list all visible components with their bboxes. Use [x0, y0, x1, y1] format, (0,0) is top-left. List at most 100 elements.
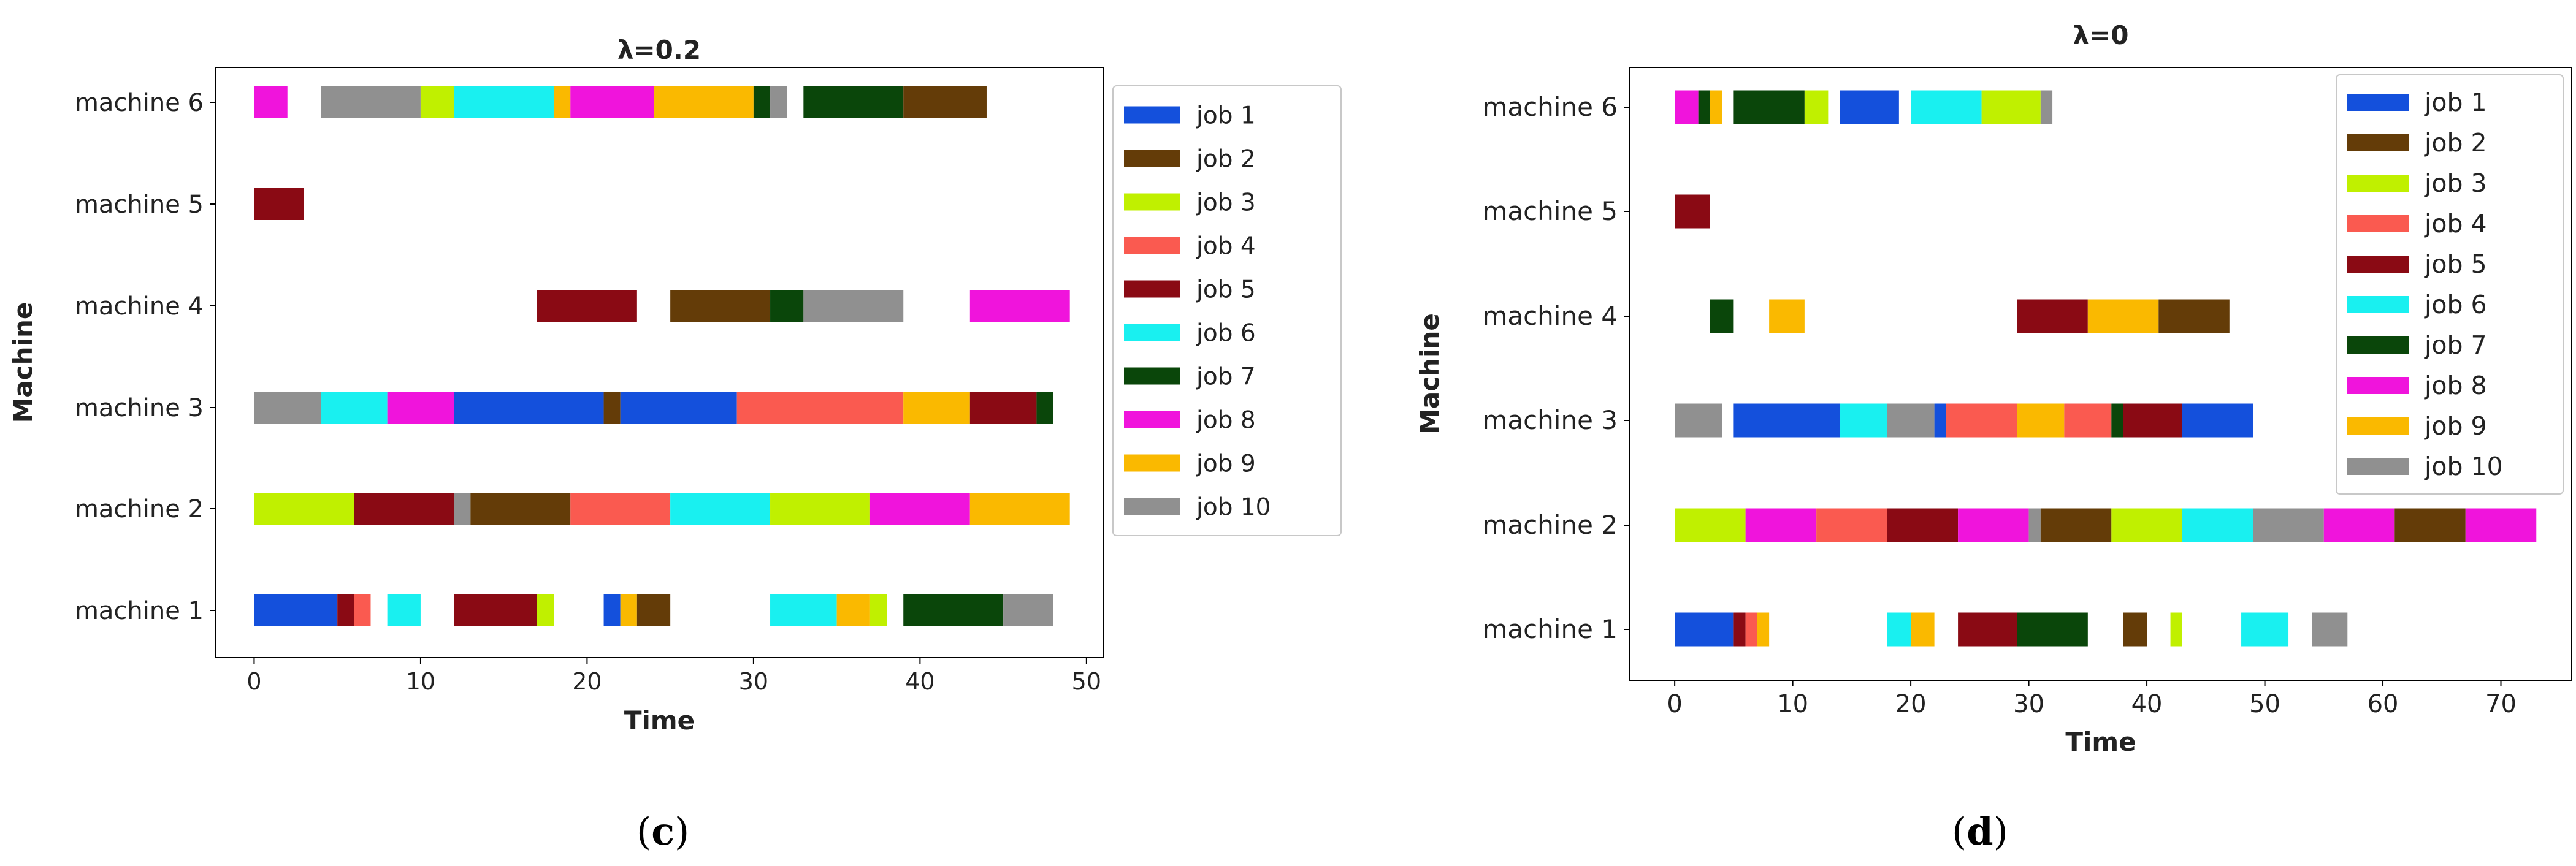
bar-machine4-job9: [1769, 299, 1805, 333]
bar-machine5-job5: [1675, 194, 1710, 229]
x-tick-label: 0: [247, 668, 261, 695]
bar-machine5-job5: [254, 188, 304, 220]
bar-machine1-job3: [869, 594, 887, 626]
caption-d-letter: d: [1966, 809, 1993, 854]
bar-machine2-job6: [2182, 508, 2253, 542]
y-tick-label-machine-5: machine 5: [75, 191, 204, 219]
x-tick-label: 10: [1777, 690, 1808, 718]
bar-machine2-job8: [1958, 508, 2029, 542]
x-tick-label: 30: [739, 668, 768, 695]
y-tick-label-machine-4: machine 4: [1482, 301, 1618, 331]
bar-machine6-job8: [254, 86, 288, 118]
x-axis-label: Time: [624, 705, 695, 735]
bar-machine1-job10: [2312, 612, 2348, 647]
legend-label-job6: job 6: [2424, 290, 2487, 319]
bar-machine3-job1: [454, 392, 604, 424]
bar-machine6-job7: [1698, 90, 1710, 124]
bar-machine3-job7: [2111, 403, 2123, 438]
bar-machine4-job2: [670, 290, 771, 322]
bar-machine2-job8: [2465, 508, 2537, 542]
bar-machine6-job10: [321, 86, 421, 118]
bar-machine2-job10: [454, 493, 471, 525]
bar-machine6-job7: [803, 86, 904, 118]
x-tick-label: 20: [572, 668, 602, 695]
bar-machine6-job1: [1840, 90, 1899, 124]
legend-label-job7: job 7: [2424, 330, 2487, 360]
legend-label-job2: job 2: [1196, 146, 1256, 173]
caption-d-open: (: [1952, 809, 1967, 854]
legend-swatch-job9: [1124, 454, 1180, 472]
x-tick-label: 50: [1072, 668, 1101, 695]
bar-machine2-job10: [2253, 508, 2324, 542]
bar-machine6-job3: [1981, 90, 2041, 124]
bar-machine1-job2: [636, 594, 671, 626]
bar-machine6-job9: [554, 86, 571, 118]
bar-machine3-job6: [321, 392, 388, 424]
bar-machine2-job10: [2028, 508, 2041, 542]
bar-machine3-job10: [254, 392, 321, 424]
bar-machine3-job1: [1733, 403, 1840, 438]
bar-machine3-job4: [736, 392, 904, 424]
bar-machine1-job5: [454, 594, 537, 626]
bar-machine1-job1: [254, 594, 338, 626]
bar-machine4-job5: [537, 290, 637, 322]
x-tick-label: 10: [406, 668, 435, 695]
legend-swatch-job3: [1124, 193, 1180, 211]
bar-machine3-job9: [2017, 403, 2065, 438]
bar-machine1-job1: [1675, 612, 1734, 647]
legend-label-job9: job 9: [2424, 411, 2487, 441]
bar-machine2-job3: [254, 493, 354, 525]
legend-label-job8: job 8: [1196, 407, 1256, 435]
legend-swatch-job6: [1124, 324, 1180, 341]
bar-machine1-job1: [603, 594, 621, 626]
bar-machine3-job2: [603, 392, 621, 424]
legend-label-job8: job 8: [2424, 371, 2487, 400]
bar-machine3-job9: [903, 392, 970, 424]
caption-c-letter: c: [651, 809, 675, 854]
y-tick-label-machine-4: machine 4: [75, 292, 204, 321]
bar-machine2-job2: [2040, 508, 2112, 542]
legend-swatch-job5: [1124, 280, 1180, 298]
bar-machine3-job1: [2182, 403, 2253, 438]
legend-label-job3: job 3: [2424, 169, 2487, 198]
legend-swatch-job1: [2347, 94, 2409, 111]
legend-swatch-job2: [2347, 134, 2409, 151]
bar-machine3-job5: [2135, 403, 2182, 438]
legend-swatch-job1: [1124, 106, 1180, 124]
bar-machine1-job3: [537, 594, 554, 626]
legend-swatch-job7: [1124, 367, 1180, 385]
y-tick-label-machine-3: machine 3: [1482, 405, 1618, 435]
caption-c: (c): [636, 809, 689, 854]
bar-machine1-job7: [2017, 612, 2088, 647]
plot-frame: [1629, 67, 2572, 681]
x-tick-label: 70: [2485, 690, 2517, 718]
legend-label-job4: job 4: [1196, 233, 1256, 260]
x-tick-label: 40: [2131, 690, 2163, 718]
y-axis-label: Machine: [1415, 313, 1445, 435]
plot-frame: [215, 67, 1104, 658]
y-tick-label-machine-2: machine 2: [75, 495, 204, 523]
bar-machine3-job5: [969, 392, 1037, 424]
bar-machine3-job10: [1887, 403, 1935, 438]
legend-swatch-job7: [2347, 336, 2409, 354]
bar-machine4-job5: [2017, 299, 2088, 333]
bar-machine2-job6: [670, 493, 771, 525]
bar-machine6-job9: [1710, 90, 1722, 124]
legend-label-job9: job 9: [1196, 450, 1256, 478]
y-tick-label-machine-6: machine 6: [75, 89, 204, 117]
bar-machine1-job9: [620, 594, 637, 626]
bar-machine1-job5: [337, 594, 354, 626]
bar-machine1-job4: [354, 594, 371, 626]
bar-machine6-job7: [1733, 90, 1805, 124]
bar-machine4-job7: [1710, 299, 1734, 333]
bar-machine1-job6: [1887, 612, 1911, 647]
bar-machine6-job6: [1911, 90, 1982, 124]
legend-swatch-job8: [2347, 377, 2409, 394]
x-tick-label: 60: [2368, 690, 2399, 718]
legend-swatch-job4: [2347, 215, 2409, 232]
legend-label-job6: job 6: [1196, 320, 1256, 348]
chart-1: 0 10 20 30 40 50 60 70 machine 1 machine 2 machine…: [1415, 20, 2572, 757]
legend-label-job1: job 1: [1196, 102, 1256, 130]
legend-label-job3: job 3: [1196, 189, 1256, 217]
